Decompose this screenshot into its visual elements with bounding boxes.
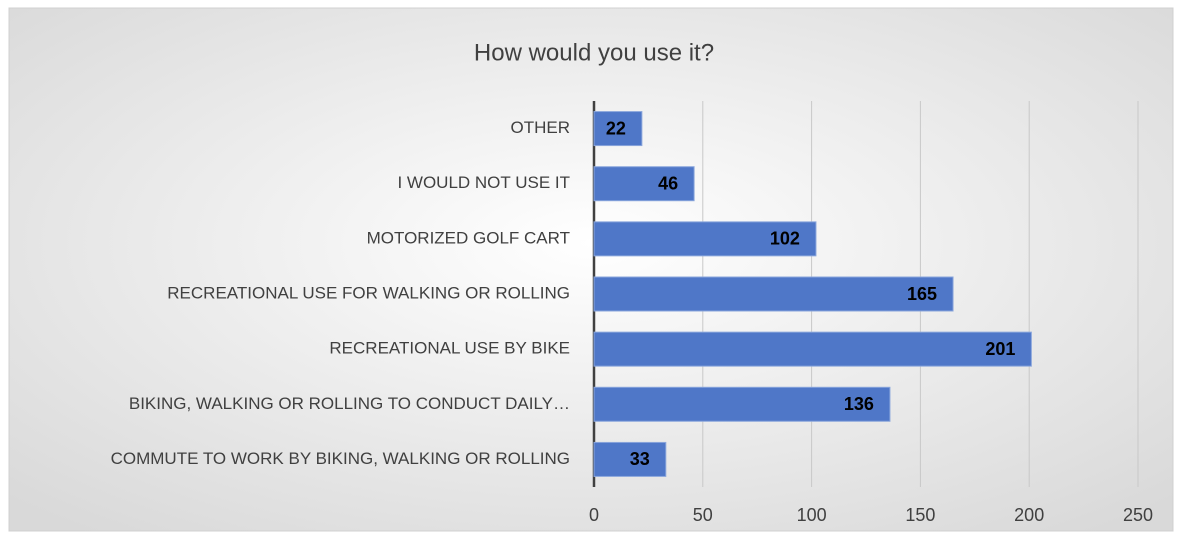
x-tick-label: 150	[905, 505, 935, 525]
y-tick-label: COMMUTE TO WORK BY BIKING, WALKING OR RO…	[111, 449, 570, 468]
y-tick-label: OTHER	[511, 118, 571, 137]
bar	[593, 441, 667, 477]
y-tick-label: BIKING, WALKING OR ROLLING TO CONDUCT DA…	[129, 394, 570, 413]
x-tick-label: 0	[589, 505, 599, 525]
bar	[593, 276, 954, 312]
data-label: 22	[606, 118, 626, 138]
data-label: 102	[770, 229, 800, 249]
data-label: 33	[630, 449, 650, 469]
bar	[593, 221, 817, 257]
x-tick-label: 100	[797, 505, 827, 525]
y-tick-label: I WOULD NOT USE IT	[397, 173, 570, 192]
x-tick-label: 200	[1014, 505, 1044, 525]
data-label: 201	[985, 339, 1015, 359]
chart-background	[8, 7, 1174, 532]
data-label: 136	[844, 394, 874, 414]
bar	[593, 111, 643, 147]
chart-title: How would you use it?	[474, 39, 714, 66]
data-label: 165	[907, 284, 937, 304]
y-tick-label: RECREATIONAL USE BY BIKE	[329, 339, 570, 358]
x-tick-label: 250	[1123, 505, 1153, 525]
y-tick-label: MOTORIZED GOLF CART	[367, 228, 570, 247]
data-label: 46	[658, 173, 678, 193]
bar	[593, 166, 695, 202]
bar	[593, 386, 891, 422]
y-tick-label: RECREATIONAL USE FOR WALKING OR ROLLING	[167, 283, 570, 302]
x-tick-label: 50	[693, 505, 713, 525]
bar	[593, 331, 1032, 367]
